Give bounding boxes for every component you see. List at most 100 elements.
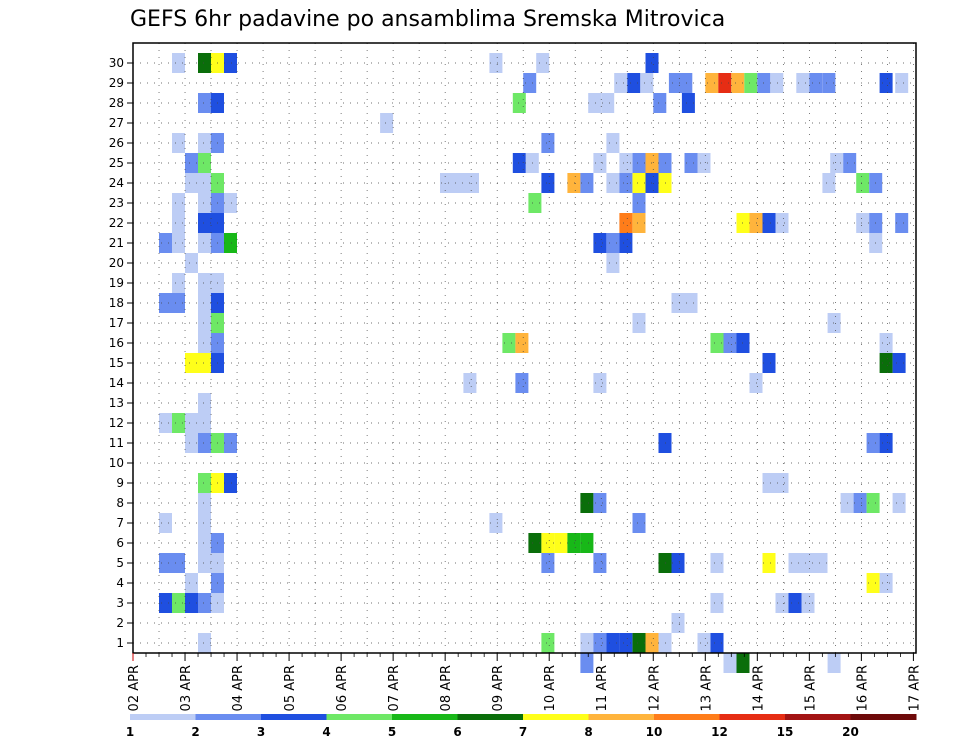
heatmap-cell [172,53,185,73]
heatmap-cell [593,493,607,513]
heatmap-cell [619,173,633,193]
heatmap-cell [710,593,724,613]
plot-frame [132,42,917,654]
heatmap-cell [198,413,211,433]
x-tick-label: 16 APR [855,665,870,711]
colorbar-segment [850,714,917,720]
heatmap-cell [679,73,693,93]
heatmap-cell [198,53,211,73]
y-tick-label: 13 [109,396,124,410]
heatmap-cell [710,333,724,353]
x-tick-label: 03 APR [179,665,194,711]
heatmap-cell [159,513,172,533]
heatmap-cell [853,493,867,513]
heatmap-cell [453,173,466,193]
y-tick-label: 9 [116,476,124,490]
heatmap-cell [159,233,172,253]
heatmap-cell [172,273,185,293]
heatmap-cell [809,73,823,93]
heatmap-cell [185,413,198,433]
colorbar-segment [719,714,786,720]
heatmap-cell [198,153,211,173]
heatmap-cell [567,533,581,553]
heatmap-cell [895,213,909,233]
heatmap-cell [801,593,815,613]
heatmap-cell [619,233,633,253]
heatmap-cell [866,433,880,453]
heatmap-cell [224,193,237,213]
heatmap-cell [541,553,555,573]
heatmap-cell [879,333,893,353]
y-tick-label: 19 [109,276,124,290]
heatmap-cell [731,73,745,93]
x-axis-ticks: 02 APR 03 APR 04 APR 05 APR 06 APR 07 APR 08 A… [127,653,922,711]
heatmap-cell [502,333,516,353]
y-tick-label: 1 [116,636,124,650]
heatmap-cell [697,633,711,653]
heatmap-cell [775,213,789,233]
heatmap-cell [614,73,628,93]
colorbar-segment [523,714,589,720]
heatmap-cell [224,233,237,253]
x-tick-label: 09 APR [491,665,506,711]
heatmap-cell [512,153,526,173]
colorbar-label: 7 [519,725,527,739]
heatmap-cell [580,633,594,653]
heatmap-cell [606,133,620,153]
x-tick-label: 14 APR [751,665,766,711]
colorbar-label: 3 [257,725,265,739]
heatmap-cell [536,53,550,73]
y-tick-label: 30 [109,56,124,70]
heatmap-cell [640,73,654,93]
heatmap-cell [822,173,836,193]
heatmap-cell [440,173,453,193]
heatmap-cell [172,233,185,253]
heatmap-cell [185,353,198,373]
heatmap-cell [198,513,211,533]
heatmap-cell [895,73,909,93]
heatmap-cell [697,153,711,173]
heatmap-cell [762,213,776,233]
x-tick-label: 04 APR [231,665,246,711]
heatmap-cell [541,173,555,193]
heatmap-cell [593,153,607,173]
heatmap-cell [198,133,211,153]
heatmap-cell [705,73,719,93]
colorbar-segment [785,714,851,720]
x-tick-label: 15 APR [803,665,818,711]
colorbar-label: 15 [777,725,794,739]
heatmap-cell [856,173,870,193]
heatmap-cells [159,53,909,673]
colorbar-segment [326,714,393,720]
heatmap-cell [185,173,198,193]
x-tick-label: 02 APR [127,665,142,711]
y-tick-label: 4 [116,576,124,590]
heatmap-cell [632,633,646,653]
heatmap-cell [198,353,211,373]
heatmap-cell [710,633,724,653]
y-axis-ticks: 1234567891011121314151617181920212223242… [109,56,133,650]
colorbar-label: 12 [711,725,728,739]
heatmap-cell [198,173,211,193]
heatmap-cell [198,393,211,413]
chart-title: GEFS 6hr padavine po ansamblima Sremska … [130,7,725,32]
heatmap-cell [814,553,828,573]
heatmap-cell [710,553,724,573]
heatmap-cell [172,193,185,213]
heatmap-cell [788,553,802,573]
y-tick-label: 14 [109,376,124,390]
heatmap-cell [159,413,172,433]
heatmap-cell [866,493,880,513]
heatmap-cell [466,173,479,193]
heatmap-cell [788,593,802,613]
heatmap-cell [159,293,172,313]
y-tick-label: 20 [109,256,124,270]
x-tick-label: 12 APR [647,665,662,711]
heatmap-cell [198,293,211,313]
heatmap-cell [671,293,685,313]
heatmap-cell [185,593,198,613]
y-tick-label: 29 [109,76,124,90]
heatmap-cell [684,293,698,313]
y-tick-label: 17 [109,316,124,330]
y-tick-label: 6 [116,536,124,550]
